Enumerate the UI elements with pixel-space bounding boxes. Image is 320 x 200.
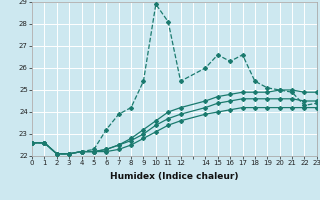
X-axis label: Humidex (Indice chaleur): Humidex (Indice chaleur)	[110, 172, 239, 181]
